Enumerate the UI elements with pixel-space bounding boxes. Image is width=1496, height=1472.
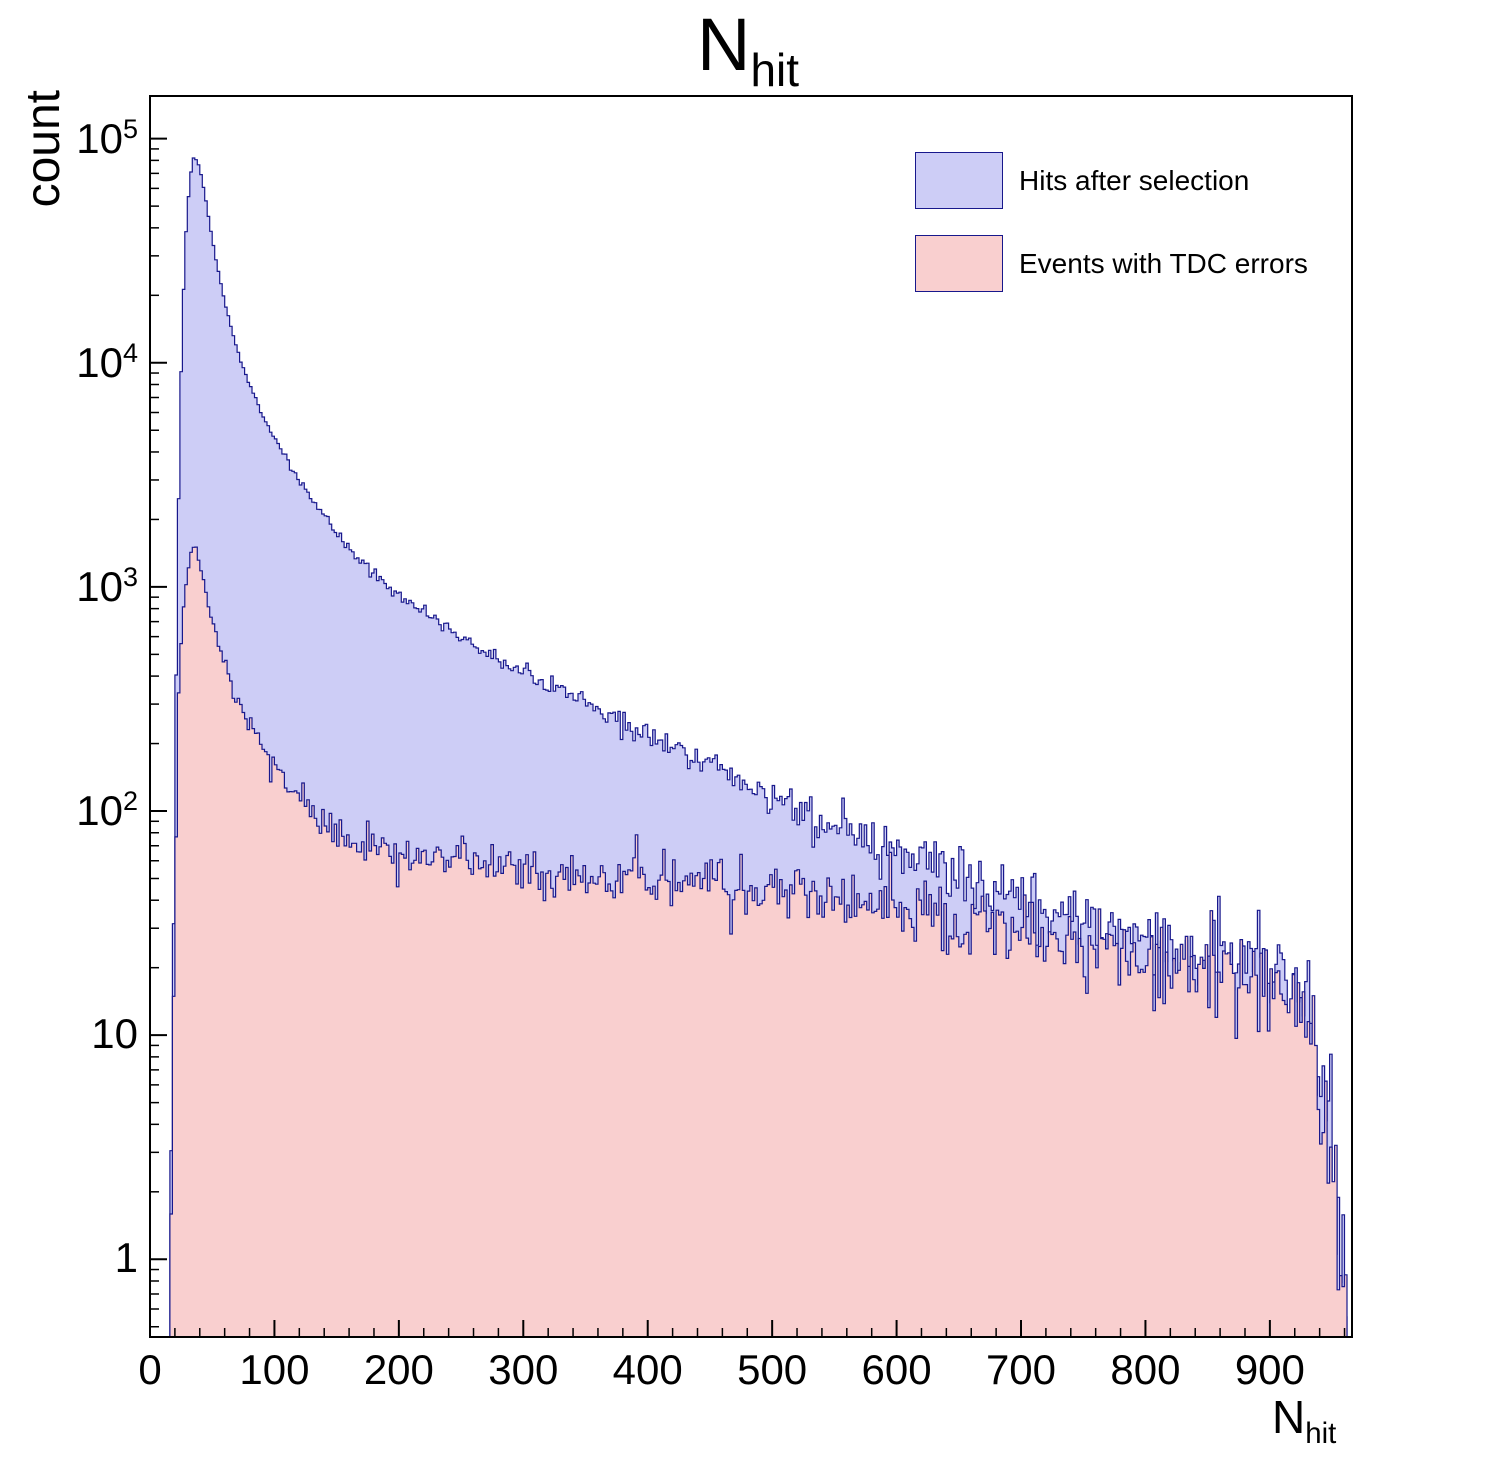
chart-title: Nhit — [0, 2, 1496, 93]
chart-title-main: N — [697, 3, 751, 86]
legend-label: Events with TDC errors — [1019, 247, 1308, 279]
legend-entry-hits-after-selection: Hits after selection — [915, 152, 1308, 209]
plot-frame — [149, 95, 1353, 1338]
legend-entry-tdc-errors: Events with TDC errors — [915, 235, 1308, 292]
legend: Hits after selection Events with TDC err… — [915, 152, 1308, 318]
series-line-1 — [150, 546, 1352, 1338]
legend-swatch-blue — [915, 152, 1003, 209]
legend-swatch-pink — [915, 235, 1003, 292]
series-area-1 — [150, 547, 1352, 1337]
x-axis-label-sub: hit — [1305, 1417, 1337, 1451]
chart-title-sub: hit — [750, 43, 799, 96]
y-axis-label: count — [17, 90, 70, 208]
x-axis-label-main: N — [1272, 1391, 1306, 1443]
legend-label: Hits after selection — [1019, 164, 1250, 196]
x-axis-label: Nhit — [1272, 1390, 1336, 1448]
series-line-0 — [150, 157, 1352, 1338]
